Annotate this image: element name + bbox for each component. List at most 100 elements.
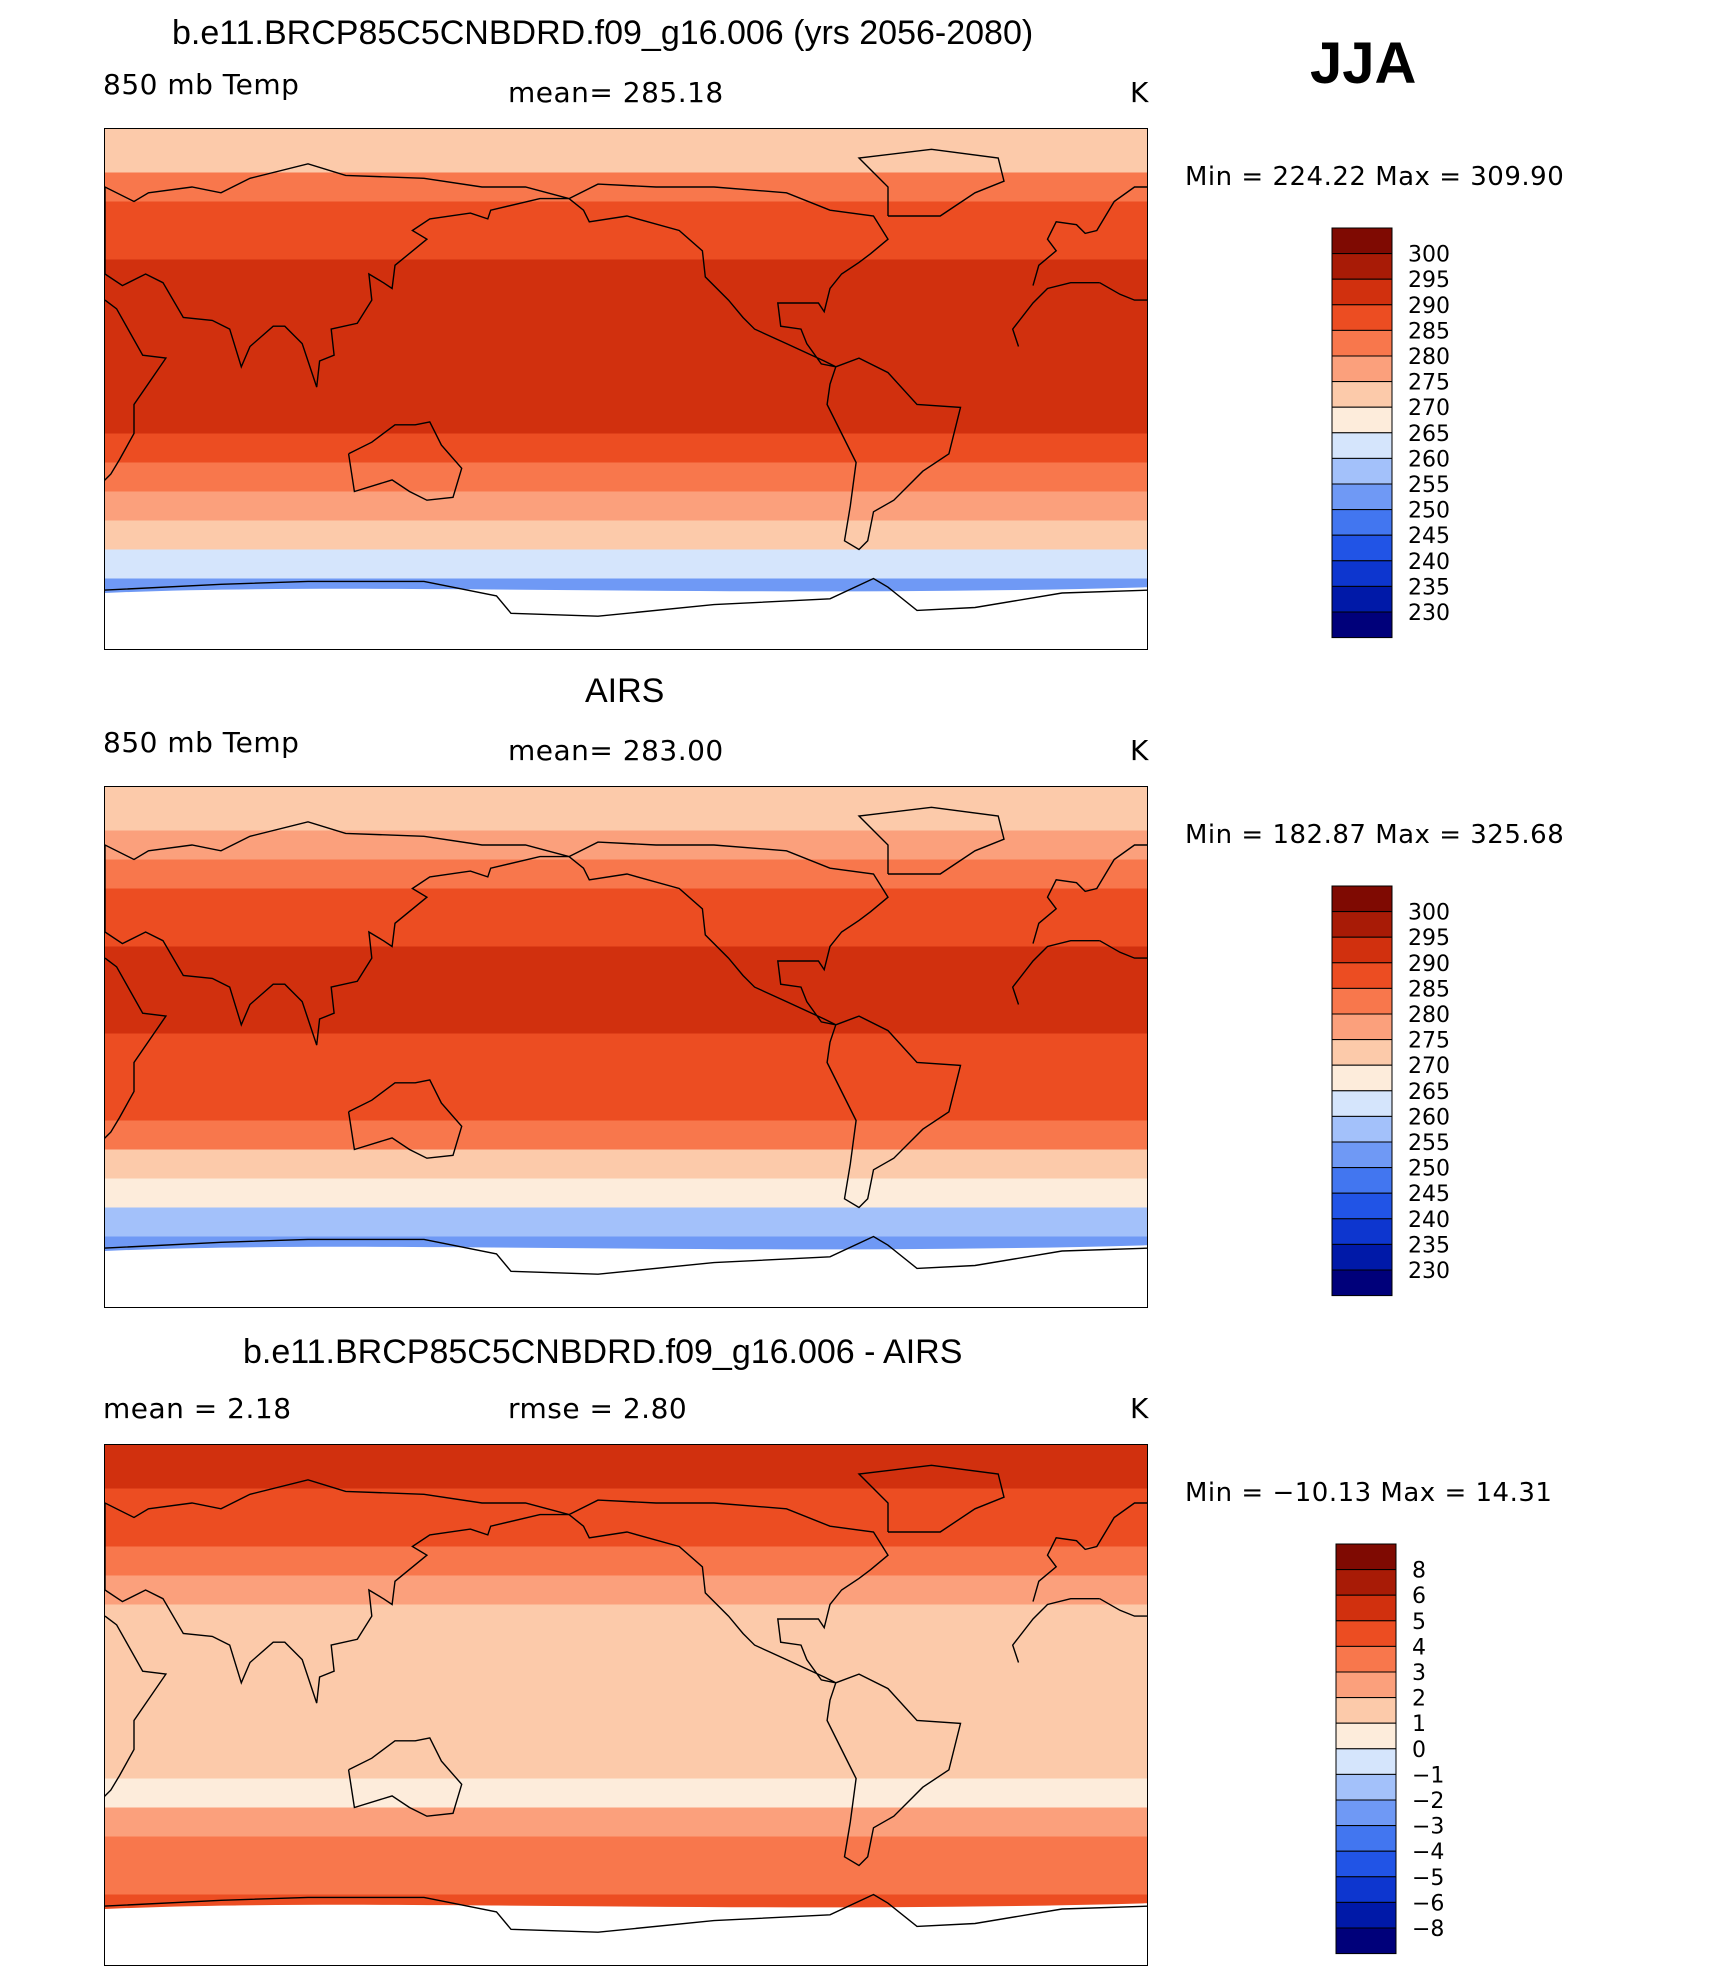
zonal-band-lat-40 bbox=[105, 917, 1147, 947]
colorbar-tick-label: −5 bbox=[1412, 1866, 1444, 1891]
coastline-0 bbox=[105, 1615, 168, 1797]
colorbar-box bbox=[1335, 1543, 1397, 1571]
antarctica-missing bbox=[105, 1903, 1147, 1965]
zonal-band-lat--40 bbox=[105, 1149, 1147, 1179]
coastline-5 bbox=[857, 148, 1005, 217]
colorbar-box bbox=[1335, 1620, 1397, 1647]
panel-2-minmax: Min = 182.87 Max = 325.68 bbox=[1185, 820, 1565, 850]
coastline-5 bbox=[857, 806, 1005, 875]
colorbar-box bbox=[1335, 1773, 1397, 1801]
colorbar-tick-label: −3 bbox=[1412, 1815, 1444, 1840]
colorbar-tick-label: 275 bbox=[1408, 1029, 1450, 1054]
colorbar-box bbox=[1331, 1064, 1393, 1092]
panel-1-map bbox=[104, 128, 1148, 650]
zonal-band-lat-10 bbox=[105, 1004, 1147, 1034]
colorbar-tick-label: 240 bbox=[1408, 550, 1450, 575]
colorbar-tick-label: 285 bbox=[1408, 319, 1450, 344]
panel-2-mean-label: mean= 283.00 bbox=[508, 734, 724, 767]
zonal-band-lat--60 bbox=[105, 1865, 1147, 1895]
colorbar-box bbox=[1335, 1825, 1397, 1852]
colorbar-tick-label: 235 bbox=[1408, 1233, 1450, 1258]
colorbar-box bbox=[1331, 936, 1393, 964]
coastline-3 bbox=[568, 1499, 889, 1684]
coastline-8 bbox=[1099, 282, 1147, 301]
colorbar-box bbox=[1331, 885, 1393, 913]
zonal-band-lat--50 bbox=[105, 1836, 1147, 1866]
zonal-band-lat-50 bbox=[105, 230, 1147, 260]
zonal-bands bbox=[105, 129, 1147, 649]
zonal-band-lat-40 bbox=[105, 259, 1147, 289]
colorbar-box bbox=[1331, 278, 1393, 306]
colorbar-tick-label: 285 bbox=[1408, 977, 1450, 1002]
colorbar-tick-label: −1 bbox=[1412, 1763, 1444, 1788]
zonal-band-lat-70 bbox=[105, 1488, 1147, 1518]
coastline-7 bbox=[1032, 844, 1147, 944]
zonal-band-lat-80 bbox=[105, 129, 1147, 173]
coastline-8 bbox=[1099, 940, 1147, 959]
panel-3-heatmap bbox=[105, 1445, 1147, 1965]
colorbar-box bbox=[1331, 1039, 1393, 1066]
coastline-6 bbox=[105, 1893, 1147, 1933]
panel-1-title: b.e11.BRCP85C5CNBDRD.f09_g16.006 (yrs 20… bbox=[172, 14, 1034, 52]
coastline-4 bbox=[826, 1673, 962, 1867]
colorbar-tick-label: 280 bbox=[1408, 1003, 1450, 1028]
zonal-band-lat--30 bbox=[105, 1778, 1147, 1808]
colorbar-tick-label: 265 bbox=[1408, 1080, 1450, 1105]
panel-1-mean-label: mean= 285.18 bbox=[508, 76, 724, 109]
zonal-band-lat--50 bbox=[105, 1178, 1147, 1208]
colorbar-box bbox=[1335, 1850, 1397, 1878]
colorbar-box bbox=[1331, 585, 1393, 613]
colorbar-box bbox=[1331, 1115, 1393, 1143]
colorbar-tick-label: 255 bbox=[1408, 1131, 1450, 1156]
colorbar-box bbox=[1335, 1697, 1397, 1724]
colorbar-box bbox=[1331, 381, 1393, 408]
colorbar-tick-label: 265 bbox=[1408, 422, 1450, 447]
colorbar-tick-label: 4 bbox=[1412, 1635, 1426, 1660]
zonal-band-lat--30 bbox=[105, 1120, 1147, 1150]
zonal-band-lat-30 bbox=[105, 1604, 1147, 1634]
zonal-bands bbox=[105, 1445, 1147, 1965]
colorbar-box bbox=[1335, 1799, 1397, 1827]
colorbar-tick-label: 290 bbox=[1408, 294, 1450, 319]
panel-1-heatmap bbox=[105, 129, 1147, 649]
zonal-band-lat--20 bbox=[105, 1091, 1147, 1121]
coastline-5 bbox=[857, 1464, 1005, 1533]
colorbar-box bbox=[1335, 1594, 1397, 1622]
colorbar-box bbox=[1335, 1722, 1397, 1750]
coastline-3 bbox=[568, 841, 889, 1026]
colorbar-box bbox=[1331, 1243, 1393, 1271]
panel-3-map bbox=[104, 1444, 1148, 1966]
colorbar-box bbox=[1331, 1192, 1393, 1220]
colorbar-tick-label: 8 bbox=[1412, 1559, 1426, 1584]
zonal-band-lat-40 bbox=[105, 1575, 1147, 1605]
colorbar-tick-label: −8 bbox=[1412, 1917, 1444, 1942]
colorbar-tick-label: 250 bbox=[1408, 1157, 1450, 1182]
coastlines bbox=[105, 148, 1147, 617]
colorbar-tick-label: 1 bbox=[1412, 1712, 1426, 1737]
colorbar-tick-label: 230 bbox=[1408, 1259, 1450, 1284]
zonal-band-lat-10 bbox=[105, 346, 1147, 376]
zonal-band-lat-20 bbox=[105, 1633, 1147, 1663]
zonal-band-lat-0 bbox=[105, 1691, 1147, 1721]
colorbar-tick-label: 245 bbox=[1408, 524, 1450, 549]
colorbar-tick-label: 270 bbox=[1408, 396, 1450, 421]
season-label: JJA bbox=[1310, 31, 1417, 96]
panel-3-title: b.e11.BRCP85C5CNBDRD.f09_g16.006 - AIRS bbox=[243, 1333, 963, 1371]
panel-1-minmax: Min = 224.22 Max = 309.90 bbox=[1185, 162, 1565, 192]
colorbar-tick-label: 3 bbox=[1412, 1661, 1426, 1686]
colorbar-tick-label: 235 bbox=[1408, 575, 1450, 600]
coastline-1 bbox=[105, 821, 570, 1046]
panel-3-minmax: Min = −10.13 Max = 14.31 bbox=[1185, 1478, 1553, 1508]
colorbar-tick-label: −6 bbox=[1412, 1891, 1444, 1916]
colorbar-tick-label: −4 bbox=[1412, 1840, 1444, 1865]
antarctica-missing bbox=[105, 1245, 1147, 1307]
panel-1-variable-label: 850 mb Temp bbox=[103, 68, 300, 101]
panel-3-mean-label: mean = 2.18 bbox=[103, 1392, 292, 1425]
panel-3-rmse-label: rmse = 2.80 bbox=[508, 1392, 688, 1425]
colorbar-box bbox=[1335, 1901, 1397, 1929]
zonal-band-lat--60 bbox=[105, 549, 1147, 579]
coastline-6 bbox=[105, 1235, 1147, 1275]
colorbar-tick-label: 230 bbox=[1408, 601, 1450, 626]
colorbar-tick-label: 300 bbox=[1408, 901, 1450, 926]
zonal-band-lat-70 bbox=[105, 172, 1147, 202]
